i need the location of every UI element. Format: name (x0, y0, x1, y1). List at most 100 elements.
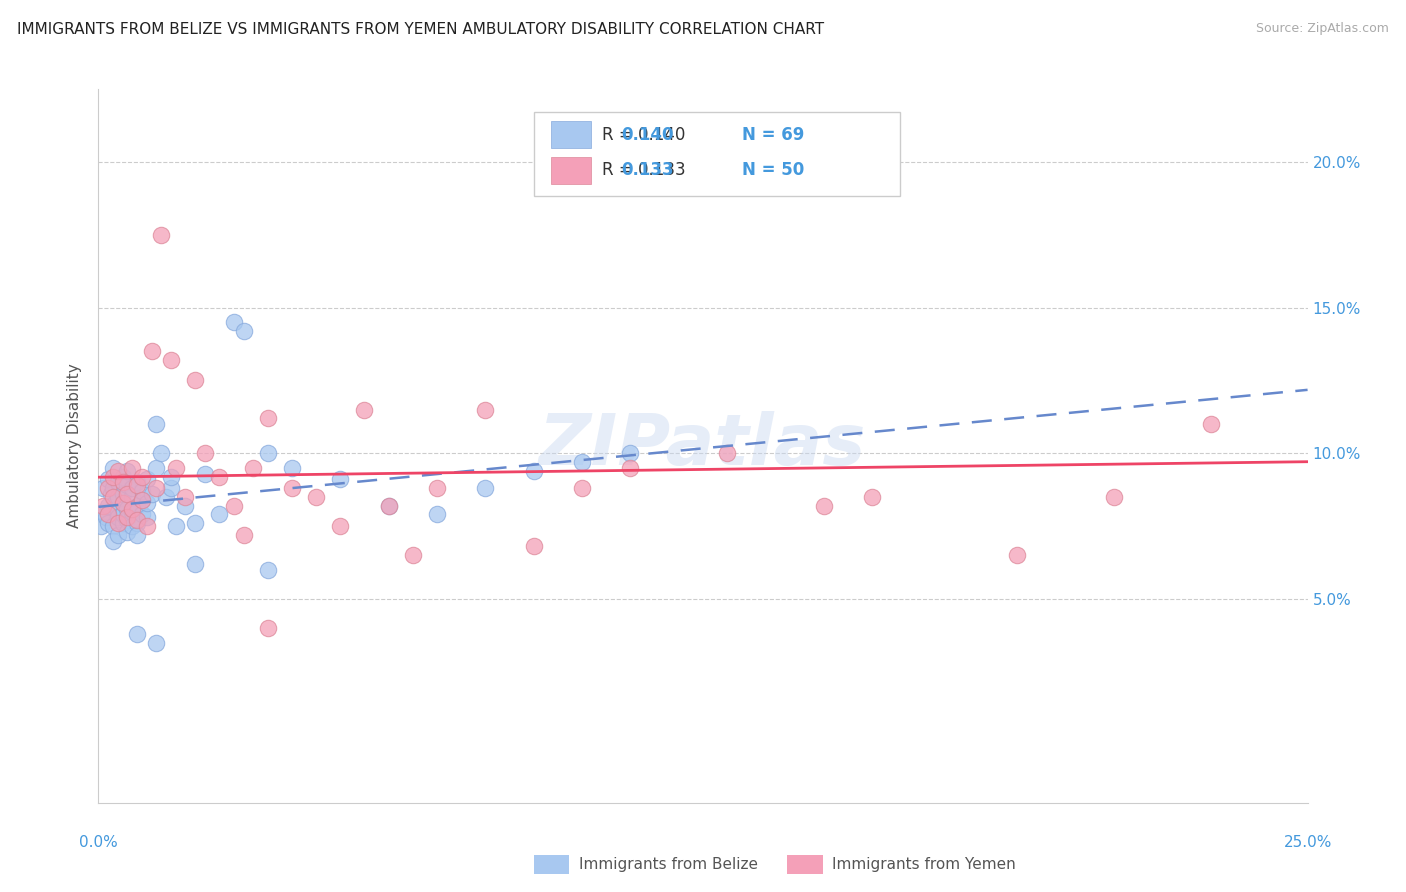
Point (111, 487, 134, 501)
Point (194, 446, 217, 460)
Point (305, 490, 328, 504)
Point (150, 227, 173, 242)
Point (242, 460, 264, 475)
Point (100, 487, 122, 501)
Point (121, 504, 143, 518)
Point (117, 513, 139, 527)
Point (111, 508, 134, 522)
Point (1102, 490, 1125, 504)
Point (523, 464, 546, 478)
Point (141, 487, 163, 501)
Point (860, 490, 883, 504)
Point (111, 516, 134, 531)
Point (111, 496, 134, 510)
Text: 0.140: 0.140 (621, 126, 673, 144)
Point (141, 344, 163, 359)
Point (111, 469, 134, 483)
Point (208, 469, 231, 483)
Point (813, 499, 835, 513)
Point (571, 455, 593, 469)
Point (107, 475, 129, 490)
Text: IMMIGRANTS FROM BELIZE VS IMMIGRANTS FROM YEMEN AMBULATORY DISABILITY CORRELATIO: IMMIGRANTS FROM BELIZE VS IMMIGRANTS FRO… (17, 22, 824, 37)
Point (1007, 548, 1029, 562)
Point (474, 481, 496, 495)
Point (145, 460, 167, 475)
Point (101, 469, 124, 483)
Point (145, 417, 167, 432)
Point (281, 481, 304, 495)
Point (256, 446, 278, 460)
Point (281, 460, 304, 475)
Point (94, 510, 117, 524)
Text: Immigrants from Yemen: Immigrants from Yemen (832, 857, 1017, 871)
Point (184, 557, 207, 571)
Point (117, 464, 139, 478)
Point (145, 635, 167, 649)
Text: N = 50: N = 50 (742, 161, 804, 179)
Point (91, 504, 114, 518)
Text: ZIPatlas: ZIPatlas (540, 411, 866, 481)
Point (127, 478, 149, 492)
Text: R = 0.133: R = 0.133 (602, 161, 685, 179)
Point (160, 353, 183, 368)
Point (121, 501, 143, 516)
Point (329, 473, 352, 487)
Text: 0.0%: 0.0% (79, 836, 118, 850)
Y-axis label: Ambulatory Disability: Ambulatory Disability (67, 364, 83, 528)
Point (174, 499, 197, 513)
Point (256, 621, 278, 635)
Point (111, 496, 134, 510)
Point (91, 481, 114, 495)
Point (107, 504, 129, 518)
Point (184, 374, 207, 388)
Point (145, 481, 167, 495)
Point (474, 402, 496, 417)
Point (131, 508, 153, 522)
Point (135, 510, 157, 524)
Point (117, 478, 139, 492)
Point (160, 481, 183, 495)
Point (716, 446, 738, 460)
Point (111, 475, 134, 490)
Point (150, 446, 173, 460)
Point (127, 516, 149, 531)
Point (121, 490, 143, 504)
Point (160, 469, 183, 483)
Point (222, 315, 245, 329)
Point (127, 627, 149, 641)
Point (353, 402, 375, 417)
Point (619, 460, 641, 475)
Point (256, 411, 278, 425)
Text: Source: ZipAtlas.com: Source: ZipAtlas.com (1256, 22, 1389, 36)
Point (619, 446, 641, 460)
Point (97, 516, 120, 531)
Point (523, 540, 546, 554)
Point (90, 519, 112, 533)
Point (127, 513, 149, 527)
Point (135, 519, 157, 533)
Point (117, 487, 139, 501)
Point (232, 324, 254, 338)
Point (121, 460, 143, 475)
Point (131, 469, 153, 483)
Point (426, 481, 449, 495)
Point (165, 460, 187, 475)
Text: 0.133: 0.133 (621, 161, 673, 179)
Point (91, 499, 114, 513)
Point (184, 516, 207, 531)
Point (117, 524, 139, 539)
Point (131, 492, 153, 507)
Point (107, 510, 129, 524)
Point (107, 490, 129, 504)
Point (97, 481, 120, 495)
Point (131, 484, 153, 499)
Text: Immigrants from Belize: Immigrants from Belize (579, 857, 758, 871)
Point (121, 519, 143, 533)
Point (208, 508, 231, 522)
Point (165, 519, 187, 533)
Point (117, 501, 139, 516)
Point (377, 499, 399, 513)
Text: R = 0.140: R = 0.140 (602, 126, 685, 144)
Point (232, 528, 254, 542)
Point (127, 475, 149, 490)
